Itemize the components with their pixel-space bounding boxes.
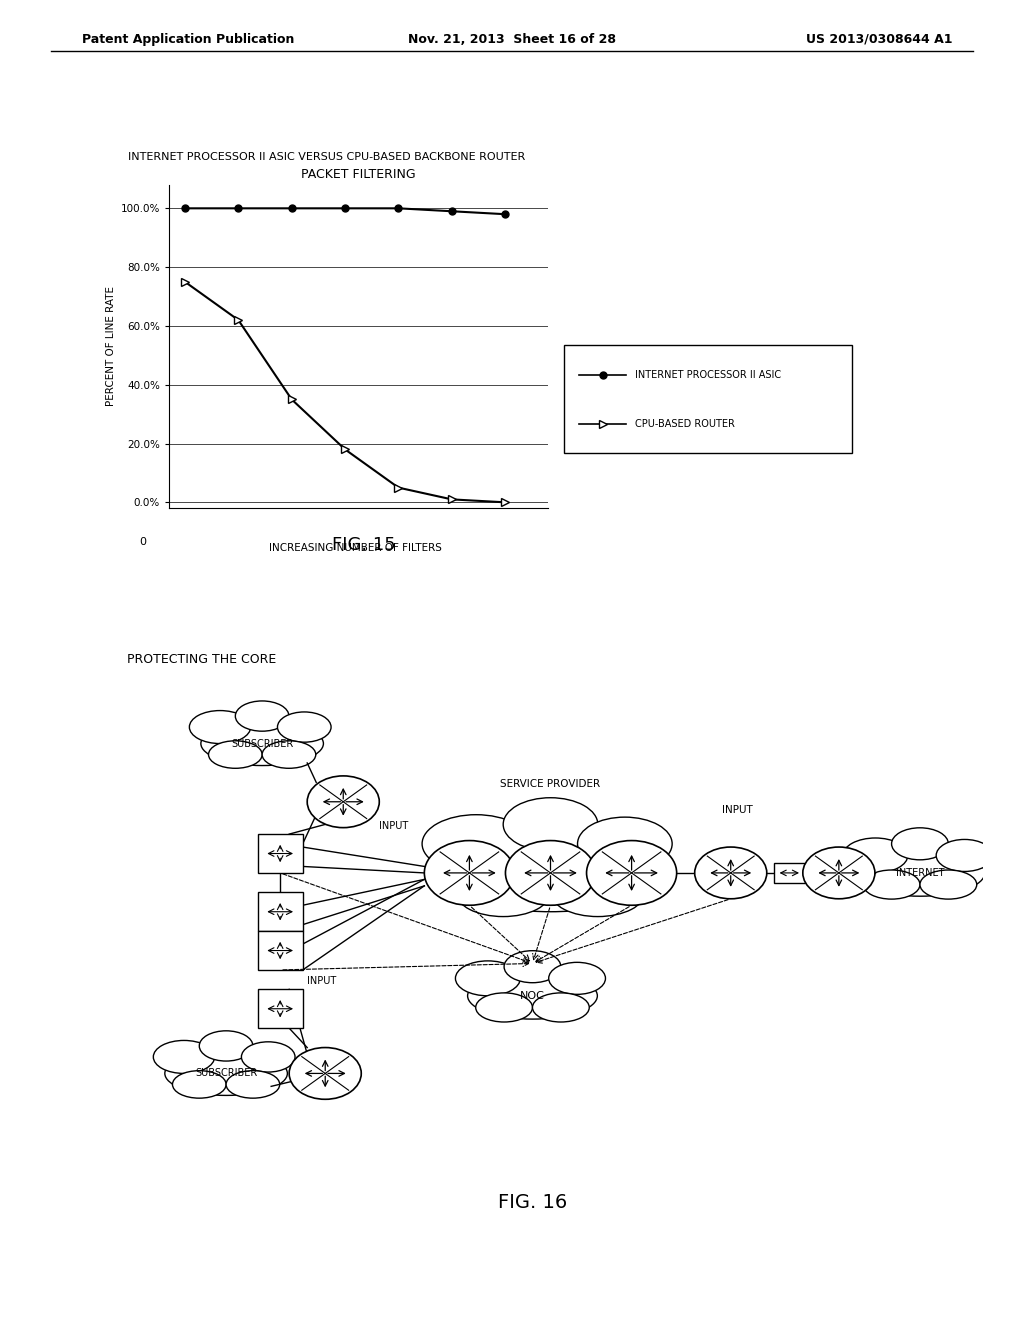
Ellipse shape [476, 993, 532, 1022]
Text: Nov. 21, 2013  Sheet 16 of 28: Nov. 21, 2013 Sheet 16 of 28 [408, 33, 616, 46]
Text: 0: 0 [139, 537, 146, 548]
Title: PACKET FILTERING: PACKET FILTERING [301, 168, 416, 181]
Text: SUBSCRIBER: SUBSCRIBER [231, 739, 293, 748]
Ellipse shape [242, 1041, 295, 1072]
Ellipse shape [892, 828, 948, 859]
Ellipse shape [442, 834, 658, 912]
Ellipse shape [503, 797, 598, 851]
Text: SERVICE PROVIDER: SERVICE PROVIDER [501, 779, 600, 789]
Ellipse shape [226, 1071, 280, 1098]
Ellipse shape [532, 993, 589, 1022]
Ellipse shape [209, 741, 262, 768]
Ellipse shape [504, 950, 561, 982]
Text: CPU-BASED ROUTER: CPU-BASED ROUTER [635, 418, 735, 429]
Text: INTERNET PROCESSOR II ASIC VERSUS CPU-BASED BACKBONE ROUTER: INTERNET PROCESSOR II ASIC VERSUS CPU-BA… [128, 152, 525, 162]
Ellipse shape [262, 741, 315, 768]
Text: INPUT: INPUT [379, 821, 409, 832]
Ellipse shape [201, 722, 324, 766]
Ellipse shape [278, 711, 331, 742]
Bar [258, 931, 303, 970]
Ellipse shape [920, 870, 977, 899]
Ellipse shape [936, 840, 993, 871]
Ellipse shape [189, 710, 251, 743]
Bar [258, 834, 303, 873]
Circle shape [506, 841, 596, 906]
Y-axis label: PERCENT OF LINE RATE: PERCENT OF LINE RATE [106, 286, 117, 407]
Text: FIG. 16: FIG. 16 [498, 1193, 567, 1212]
Circle shape [803, 847, 874, 899]
Text: Patent Application Publication: Patent Application Publication [82, 33, 294, 46]
Ellipse shape [863, 870, 920, 899]
Ellipse shape [172, 1071, 226, 1098]
Ellipse shape [843, 838, 908, 873]
Bar [258, 892, 303, 931]
Text: US 2013/0308644 A1: US 2013/0308644 A1 [806, 33, 952, 46]
Ellipse shape [422, 814, 530, 873]
Circle shape [289, 1048, 361, 1100]
Text: SUBSCRIBER: SUBSCRIBER [195, 1068, 257, 1078]
Ellipse shape [551, 869, 645, 916]
Text: INTERNET: INTERNET [896, 869, 944, 878]
Text: INPUT: INPUT [722, 805, 753, 814]
Circle shape [424, 841, 514, 906]
Ellipse shape [855, 850, 985, 896]
Ellipse shape [456, 961, 520, 995]
Ellipse shape [165, 1052, 288, 1096]
Bar [773, 863, 805, 883]
Ellipse shape [236, 701, 289, 731]
Ellipse shape [549, 962, 605, 994]
Circle shape [307, 776, 379, 828]
Ellipse shape [578, 817, 672, 870]
Circle shape [694, 847, 767, 899]
Text: PROTECTING THE CORE: PROTECTING THE CORE [127, 653, 276, 667]
Bar [258, 990, 303, 1028]
Text: INCREASING NUMBER OF FILTERS: INCREASING NUMBER OF FILTERS [269, 544, 442, 553]
Text: INTERNET PROCESSOR II ASIC: INTERNET PROCESSOR II ASIC [635, 370, 781, 380]
Text: INPUT: INPUT [307, 977, 337, 986]
Circle shape [587, 841, 677, 906]
Ellipse shape [468, 973, 597, 1019]
Text: NOC: NOC [520, 991, 545, 1001]
Text: FIG. 15: FIG. 15 [332, 536, 395, 554]
Ellipse shape [154, 1040, 215, 1073]
Ellipse shape [456, 869, 551, 916]
Ellipse shape [200, 1031, 253, 1061]
